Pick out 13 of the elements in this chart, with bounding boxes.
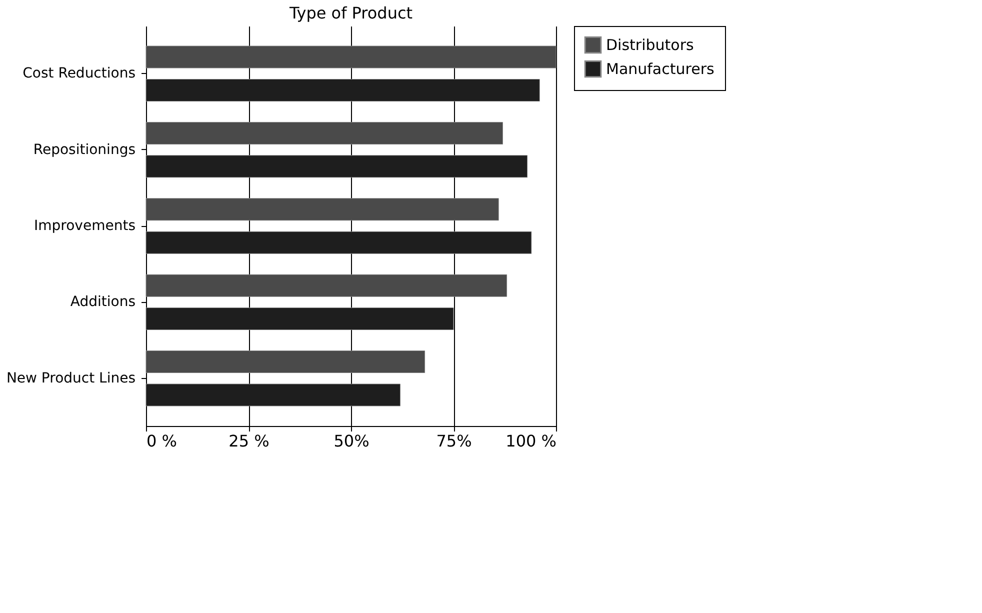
y-tick-label: Cost Reductions bbox=[22, 66, 136, 82]
y-tick-label: Improvements bbox=[34, 218, 136, 234]
x-tick-label: 75% bbox=[436, 432, 472, 450]
y-tick-label: Repositionings bbox=[33, 142, 136, 158]
legend-label: Manufacturers bbox=[606, 60, 714, 78]
x-tick-label: 50% bbox=[334, 432, 370, 450]
x-tick-label: 0 % bbox=[146, 432, 177, 450]
y-tick-label: New Product Lines bbox=[6, 370, 136, 386]
x-tick-label: 100 % bbox=[506, 432, 556, 450]
x-tick-label: 25 % bbox=[228, 432, 270, 450]
y-tick-label: Additions bbox=[70, 294, 136, 310]
legend-label: Distributors bbox=[606, 36, 694, 54]
chart-title: Type of Product bbox=[288, 4, 413, 22]
